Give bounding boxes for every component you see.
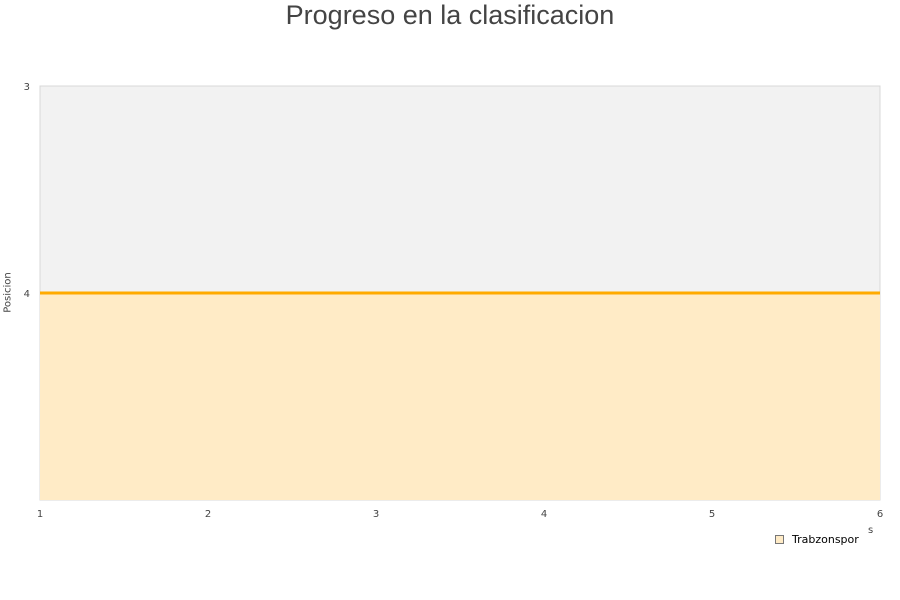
y-axis-label: Posicion: [2, 272, 14, 313]
x-tick-label: 6: [877, 509, 883, 520]
x-tick-label: 3: [373, 509, 379, 520]
legend-swatch: [775, 535, 784, 544]
y-tick-label: 3: [24, 82, 30, 93]
x-tick-label: 5: [709, 509, 715, 520]
x-axis-label: s: [868, 525, 874, 536]
x-tick-label: 2: [205, 509, 211, 520]
legend[interactable]: Trabzonspor: [775, 533, 859, 546]
x-tick-label: 1: [37, 509, 43, 520]
x-tick-label: 4: [541, 509, 547, 520]
legend-label: Trabzonspor: [792, 533, 859, 546]
y-tick-label: 4: [24, 289, 30, 300]
chart-title: Progreso en la clasificacion: [285, 0, 615, 30]
series-area: [40, 293, 880, 500]
